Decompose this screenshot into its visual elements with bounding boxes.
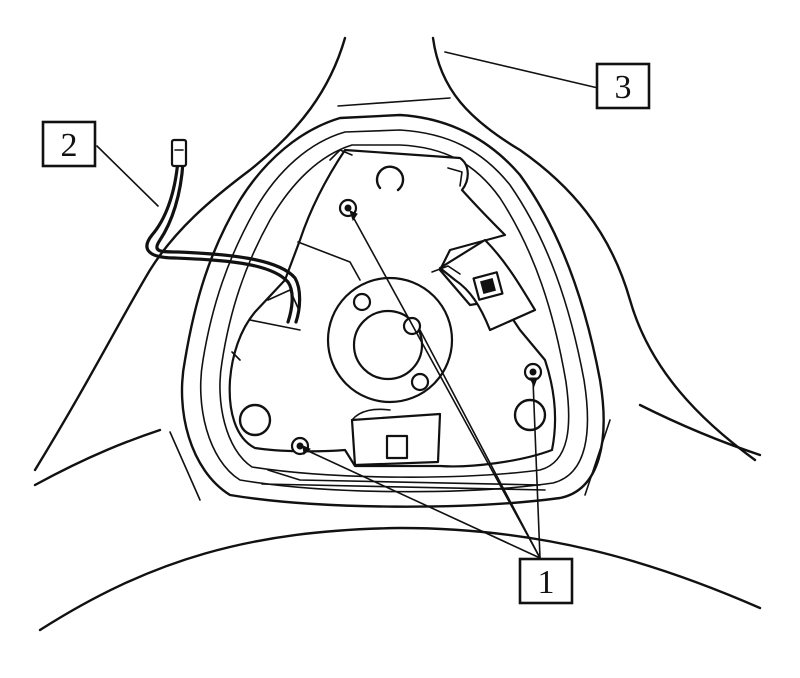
bottom-clip (350, 408, 442, 467)
wire-connector-icon (170, 138, 188, 168)
right-clip (431, 238, 537, 332)
callout-3: 3 (595, 62, 651, 110)
callout-3-label: 3 (615, 69, 632, 106)
center-hub (326, 276, 454, 404)
wire-lead (145, 138, 302, 324)
callout-1: 1 (518, 557, 574, 605)
callout-2-label: 2 (61, 127, 78, 164)
leader-lines (96, 51, 599, 559)
mounting-holes (238, 165, 547, 437)
screw-icon (523, 362, 543, 382)
callout-2: 2 (41, 120, 97, 168)
callout-1-label: 1 (538, 564, 555, 601)
steering-wheel-outline (33, 36, 762, 632)
